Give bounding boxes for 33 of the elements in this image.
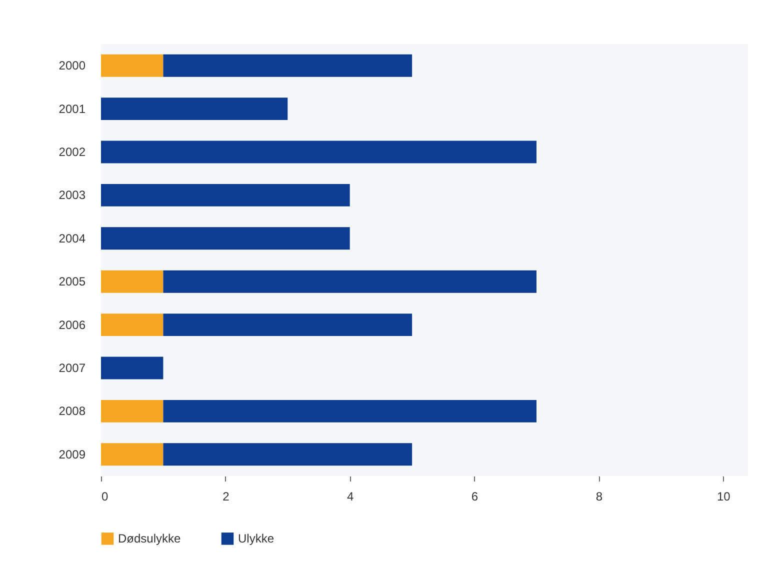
bar xyxy=(101,54,164,77)
bar xyxy=(101,227,350,250)
bar xyxy=(101,443,164,466)
bar xyxy=(101,98,288,120)
y-tick-label: 2006 xyxy=(58,318,86,332)
x-tick-label: 0 xyxy=(102,490,108,504)
y-tick-label: 2005 xyxy=(58,274,86,289)
y-tick-label: 2000 xyxy=(58,58,86,73)
y-tick-label: 2009 xyxy=(58,447,86,462)
legend-label: Dødsulykke xyxy=(118,532,182,546)
bar xyxy=(101,184,350,206)
bar xyxy=(101,314,164,336)
x-tick-label: 6 xyxy=(471,490,478,504)
y-tick-label: 2002 xyxy=(58,145,86,159)
bar xyxy=(163,270,536,293)
bar xyxy=(101,400,164,422)
bar xyxy=(163,314,412,336)
bar xyxy=(101,140,536,164)
y-tick-label: 2004 xyxy=(58,231,86,246)
x-tick-label: 10 xyxy=(716,490,731,504)
y-tick-label: 2008 xyxy=(58,404,86,418)
y-tick-label: 2007 xyxy=(58,361,86,375)
x-tick-label: 8 xyxy=(596,490,603,504)
x-tick-label: 4 xyxy=(347,490,354,504)
bar xyxy=(163,400,536,422)
x-tick-label: 2 xyxy=(222,490,230,504)
legend-label: Ulykke xyxy=(238,532,274,546)
y-tick-label: 2001 xyxy=(58,102,86,116)
bar xyxy=(101,356,164,380)
bar xyxy=(163,443,412,466)
bar xyxy=(101,270,164,293)
y-tick-label: 2003 xyxy=(58,188,86,202)
bar xyxy=(163,54,412,77)
